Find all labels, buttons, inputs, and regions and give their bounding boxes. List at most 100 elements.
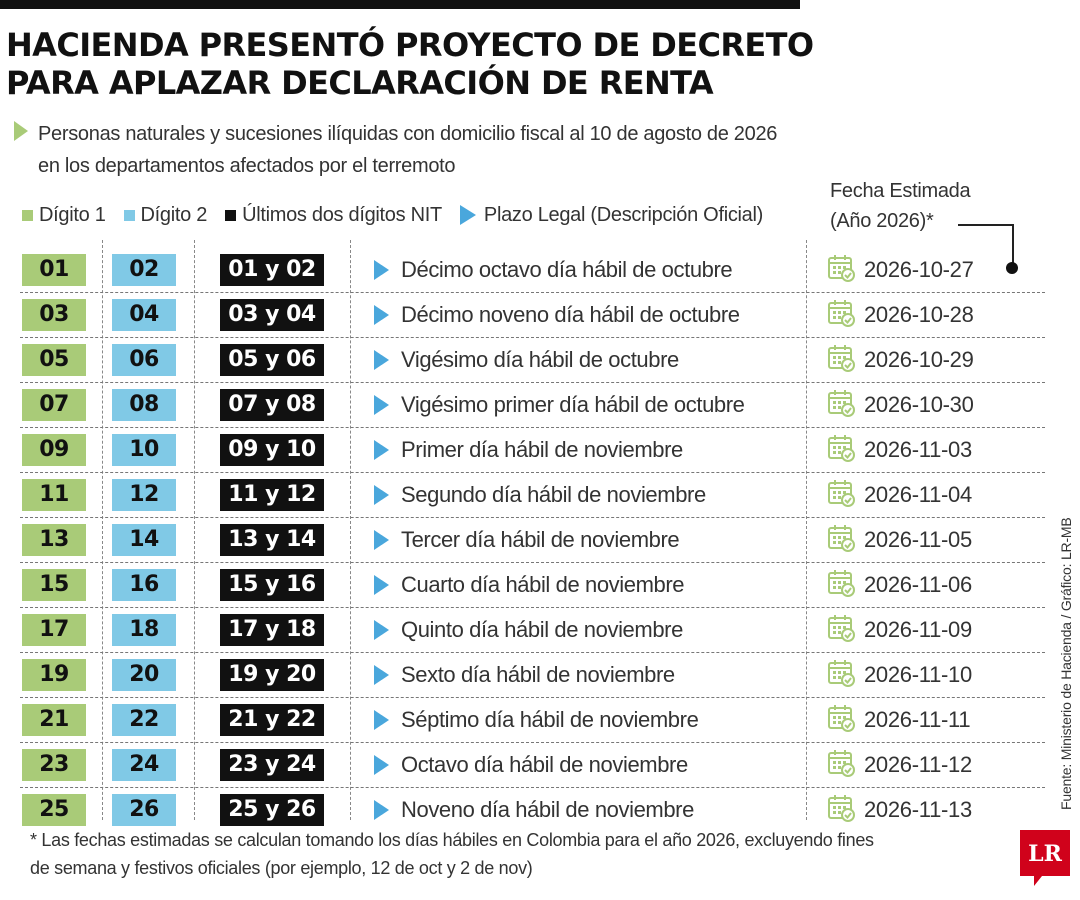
nit-cell: 05 y 06 xyxy=(220,344,324,376)
fecha-text: 2026-11-06 xyxy=(864,572,972,597)
calendar-check-icon xyxy=(826,658,864,693)
calendar-check-icon xyxy=(826,523,864,558)
plazo-cell: Tercer día hábil de noviembre xyxy=(374,523,680,557)
triangle-right-icon xyxy=(374,485,389,505)
plazo-cell: Cuarto día hábil de noviembre xyxy=(374,568,685,602)
leader-line-vertical xyxy=(1012,224,1014,266)
table-row: 23 24 23 y 24 Octavo día hábil de noviembre… xyxy=(20,743,1045,788)
fecha-cell: 2026-11-03 xyxy=(826,433,972,467)
fecha-cell: 2026-10-27 xyxy=(826,253,974,287)
plazo-text: Sexto día hábil de noviembre xyxy=(401,662,675,687)
subtitle-line-1: Personas naturales y sucesiones ilíquida… xyxy=(38,123,778,145)
nit-cell: 11 y 12 xyxy=(220,479,324,511)
nit-cell: 13 y 14 xyxy=(220,524,324,556)
lr-logo: LR xyxy=(1020,830,1070,886)
fecha-cell: 2026-11-06 xyxy=(826,568,972,602)
leader-dot xyxy=(1006,262,1018,274)
digito1-cell: 03 xyxy=(22,299,86,331)
plazo-cell: Sexto día hábil de noviembre xyxy=(374,658,675,692)
fecha-cell: 2026-11-13 xyxy=(826,793,972,827)
calendar-check-icon xyxy=(826,343,864,378)
digito2-cell: 26 xyxy=(112,794,176,826)
triangle-right-icon xyxy=(374,440,389,460)
digito1-cell: 19 xyxy=(22,659,86,691)
fecha-text: 2026-10-27 xyxy=(864,257,974,282)
triangle-right-icon xyxy=(374,575,389,595)
fecha-cell: 2026-10-29 xyxy=(826,343,974,377)
subtitle-text: Personas naturales y sucesiones ilíquida… xyxy=(38,118,838,182)
plazo-text: Séptimo día hábil de noviembre xyxy=(401,707,699,732)
digito2-cell: 24 xyxy=(112,749,176,781)
digito2-cell: 06 xyxy=(112,344,176,376)
calendar-check-icon xyxy=(826,568,864,603)
nit-cell: 25 y 26 xyxy=(220,794,324,826)
plazo-cell: Vigésimo día hábil de octubre xyxy=(374,343,679,377)
plazo-cell: Noveno día hábil de noviembre xyxy=(374,793,694,827)
subtitle-triangle-icon xyxy=(14,121,28,141)
triangle-right-icon xyxy=(374,620,389,640)
nit-cell: 03 y 04 xyxy=(220,299,324,331)
legend-label-nit: Últimos dos dígitos NIT xyxy=(242,203,442,226)
fecha-text: 2026-11-09 xyxy=(864,617,972,642)
plazo-cell: Octavo día hábil de noviembre xyxy=(374,748,688,782)
schedule-table: 01 02 01 y 02 Décimo octavo día hábil de oc… xyxy=(20,248,1045,832)
black-square-icon xyxy=(225,209,237,221)
nit-cell: 01 y 02 xyxy=(220,254,324,286)
digito1-cell: 13 xyxy=(22,524,86,556)
nit-cell: 09 y 10 xyxy=(220,434,324,466)
table-row: 15 16 15 y 16 Cuarto día hábil de noviembre… xyxy=(20,563,1045,608)
legend-item-plazo: Plazo Legal (Descripción Oficial) xyxy=(459,204,763,227)
green-square-icon xyxy=(22,209,33,221)
triangle-right-icon xyxy=(459,205,476,225)
fecha-cell: 2026-11-12 xyxy=(826,748,972,782)
table-row: 03 04 03 y 04 Décimo noveno día hábil de oc… xyxy=(20,293,1045,338)
table-row: 07 08 07 y 08 Vigésimo primer día hábil de … xyxy=(20,383,1045,428)
digito1-cell: 17 xyxy=(22,614,86,646)
fecha-text: 2026-10-28 xyxy=(864,302,974,327)
digito1-cell: 09 xyxy=(22,434,86,466)
table-row: 17 18 17 y 18 Quinto día hábil de noviembre… xyxy=(20,608,1045,653)
fecha-text: 2026-11-10 xyxy=(864,662,972,687)
nit-cell: 07 y 08 xyxy=(220,389,324,421)
fecha-text: 2026-10-29 xyxy=(864,347,974,372)
plazo-cell: Vigésimo primer día hábil de octubre xyxy=(374,388,745,422)
plazo-cell: Segundo día hábil de noviembre xyxy=(374,478,706,512)
source-credit: Fuente: Ministerio de Hacienda / Gráfico… xyxy=(1058,517,1074,810)
digito1-cell: 01 xyxy=(22,254,86,286)
plazo-text: Vigésimo primer día hábil de octubre xyxy=(401,392,745,417)
nit-cell: 19 y 20 xyxy=(220,659,324,691)
triangle-right-icon xyxy=(374,665,389,685)
legend-label-digito1: Dígito 1 xyxy=(39,203,106,226)
fecha-header-line-2: (Año 2026)* xyxy=(830,210,934,232)
legend: Dígito 1 Dígito 2 Últimos dos dígitos NI… xyxy=(22,200,781,230)
page-title: HACIENDA PRESENTÓ PROYECTO DE DECRETO PA… xyxy=(6,26,814,102)
digito2-cell: 22 xyxy=(112,704,176,736)
subtitle-line-2: en los departamentos afectados por el te… xyxy=(38,155,456,177)
fecha-text: 2026-11-04 xyxy=(864,482,972,507)
digito2-cell: 10 xyxy=(112,434,176,466)
digito2-cell: 14 xyxy=(112,524,176,556)
table-row: 09 10 09 y 10 Primer día hábil de noviembre… xyxy=(20,428,1045,473)
digito2-cell: 02 xyxy=(112,254,176,286)
legend-label-digito2: Dígito 2 xyxy=(140,203,208,226)
triangle-right-icon xyxy=(374,350,389,370)
calendar-check-icon xyxy=(826,433,864,468)
column-divider xyxy=(806,240,807,820)
table-row: 25 26 25 y 26 Noveno día hábil de noviembre… xyxy=(20,788,1045,832)
column-divider xyxy=(194,240,195,820)
digito1-cell: 07 xyxy=(22,389,86,421)
plazo-cell: Séptimo día hábil de noviembre xyxy=(374,703,699,737)
digito2-cell: 20 xyxy=(112,659,176,691)
fecha-text: 2026-10-30 xyxy=(864,392,974,417)
logo-text: LR xyxy=(1028,841,1062,867)
digito2-cell: 08 xyxy=(112,389,176,421)
triangle-right-icon xyxy=(374,755,389,775)
fecha-cell: 2026-11-09 xyxy=(826,613,972,647)
digito1-cell: 15 xyxy=(22,569,86,601)
fecha-cell: 2026-11-04 xyxy=(826,478,972,512)
calendar-check-icon xyxy=(826,298,864,333)
plazo-text: Décimo octavo día hábil de octubre xyxy=(401,257,733,282)
fecha-text: 2026-11-03 xyxy=(864,437,972,462)
digito2-cell: 04 xyxy=(112,299,176,331)
plazo-cell: Décimo noveno día hábil de octubre xyxy=(374,298,740,332)
